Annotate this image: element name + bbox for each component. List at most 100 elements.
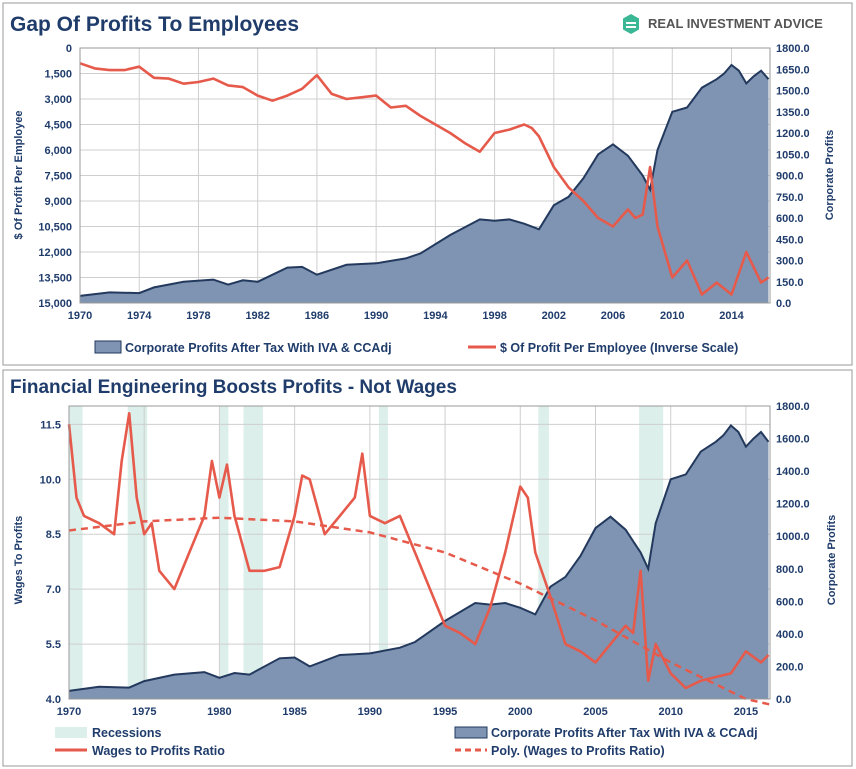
y-right-tick-label: 900.0	[776, 171, 804, 183]
y-right-tick-label: 300.0	[776, 256, 804, 268]
y-left-tick-label: 13,500	[38, 273, 72, 285]
plot-border	[79, 47, 771, 304]
legend-swatch-profits-2	[454, 726, 488, 739]
x-tick-label: 1980	[207, 706, 231, 718]
y-right-tick-label: 1800.0	[776, 43, 810, 55]
y-left-tick-label: 12,000	[38, 247, 72, 259]
y-left-tick-label: 8.5	[46, 529, 61, 541]
y-left-tick-label: 6,000	[44, 145, 72, 157]
recession-band	[219, 406, 229, 699]
y-right-tick-label: 1650.0	[776, 64, 810, 76]
x-tick-label: 2010	[658, 706, 682, 718]
y-left-tick-label: 7,500	[44, 171, 72, 183]
legend-label-per-employee: $ Of Profit Per Employee (Inverse Scale)	[500, 341, 738, 355]
y-right-tick-label: 0.0	[776, 298, 791, 310]
y-left-tick-label: 10,500	[38, 222, 72, 234]
x-tick-label: 1986	[305, 310, 329, 322]
series-area-profits	[80, 65, 769, 303]
brand-logo-mark	[626, 26, 636, 28]
x-tick-label: 2005	[583, 706, 607, 718]
x-tick-label: 2006	[601, 310, 625, 322]
x-tick-label: 1998	[482, 310, 506, 322]
y-right-tick-label: 1350.0	[776, 107, 810, 119]
series-line-ratio	[67, 412, 770, 690]
series-line-poly-trend	[68, 516, 771, 706]
bottom-plot: 1970 1975 1980 1985 1990 1995 2000 2005 2010 2015…	[40, 401, 810, 718]
x-tick-label: 1975	[132, 706, 156, 718]
y-right-tick-label: 1200.0	[776, 128, 810, 140]
legend-label-recessions: Recessions	[92, 726, 162, 740]
x-tick-label: 2014	[719, 310, 744, 322]
x-tick-label: 1990	[358, 706, 382, 718]
chart-title-top: Gap Of Profits To Employees	[10, 13, 299, 36]
bottom-y-right-label: Corporate Profits	[826, 515, 838, 605]
y-left-tick-label: 3,000	[44, 94, 72, 106]
y-right-tick-label: 600.0	[776, 596, 804, 608]
recession-band	[243, 406, 264, 699]
plot-border	[68, 405, 771, 700]
y-right-tick-label: 1800.0	[776, 401, 810, 413]
y-left-tick-label: 15,000	[38, 298, 72, 310]
chart-title-bottom: Financial Engineering Boosts Profits - N…	[10, 377, 457, 398]
top-plot: 1970 1974 1978 1982 1986 1990 1994 1998 2002 2006…	[38, 43, 809, 322]
legend-swatch-recessions	[55, 727, 87, 738]
y-right-tick-label: 450.0	[776, 234, 804, 246]
x-tick-label: 1994	[423, 310, 448, 322]
y-left-tick-label: 7.0	[46, 584, 61, 596]
legend-label-poly: Poly. (Wages to Profits Ratio)	[491, 744, 665, 758]
x-tick-label: 2010	[660, 310, 684, 322]
y-right-tick-label: 600.0	[776, 213, 804, 225]
x-tick-label: 2015	[734, 706, 758, 718]
y-right-tick-label: 150.0	[776, 277, 804, 289]
x-tick-label: 1995	[433, 706, 457, 718]
series-line-profits	[79, 63, 770, 297]
y-right-tick-label: 1500.0	[776, 86, 810, 98]
legend-label-ratio: Wages to Profits Ratio	[92, 744, 225, 758]
y-right-tick-label: 750.0	[776, 192, 804, 204]
y-left-tick-label: 1,500	[44, 69, 72, 81]
y-right-tick-label: 1200.0	[776, 499, 810, 511]
brand-name: REAL INVESTMENT ADVICE	[648, 16, 823, 31]
y-left-tick-label: 0	[66, 43, 72, 55]
series-line-ratio	[79, 62, 770, 296]
y-left-tick-label: 4.0	[46, 694, 61, 706]
x-tick-label: 1990	[364, 310, 388, 322]
x-tick-label: 1978	[186, 310, 210, 322]
y-right-tick-label: 1000.0	[776, 531, 810, 543]
y-left-tick-label: 4,500	[44, 120, 72, 132]
recession-band	[538, 406, 549, 699]
y-right-tick-label: 0.0	[776, 694, 791, 706]
y-right-tick-label: 1050.0	[776, 149, 810, 161]
series-area-profits	[69, 425, 769, 699]
brand-logo: REAL INVESTMENT ADVICE	[623, 14, 823, 34]
y-right-tick-label: 1400.0	[776, 466, 810, 478]
x-tick-label: 1970	[57, 706, 81, 718]
top-y-left-label: $ Of Profit Per Employee	[13, 111, 25, 240]
top-legend: Corporate Profits After Tax With IVA & C…	[94, 340, 738, 355]
x-tick-label: 1974	[127, 310, 152, 322]
x-tick-label: 1970	[68, 310, 92, 322]
legend-swatch-profits	[94, 340, 122, 354]
legend-label-profits-2: Corporate Profits After Tax With IVA & C…	[491, 726, 758, 740]
x-tick-label: 1982	[245, 310, 269, 322]
y-left-tick-label: 5.5	[46, 639, 61, 651]
series-line-profits	[68, 424, 770, 692]
x-tick-label: 1985	[282, 706, 306, 718]
top-y-right-label: Corporate Profits	[824, 130, 836, 220]
y-left-tick-label: 9,000	[44, 196, 72, 208]
y-right-tick-label: 400.0	[776, 629, 804, 641]
y-left-tick-label: 11.5	[40, 419, 61, 431]
brand-logo-mark	[626, 22, 636, 24]
y-left-tick-label: 10.0	[40, 474, 61, 486]
x-tick-label: 2002	[542, 310, 566, 322]
legend-label-profits: Corporate Profits After Tax With IVA & C…	[125, 341, 392, 355]
bottom-legend: Recessions Corporate Profits After Tax W…	[55, 726, 758, 758]
y-right-tick-label: 800.0	[776, 564, 804, 576]
y-right-tick-label: 1600.0	[776, 434, 810, 446]
x-tick-label: 2000	[508, 706, 532, 718]
y-right-tick-label: 200.0	[776, 661, 804, 673]
recession-band	[378, 406, 388, 699]
bottom-y-left-label: Wages To Profits	[13, 516, 25, 605]
